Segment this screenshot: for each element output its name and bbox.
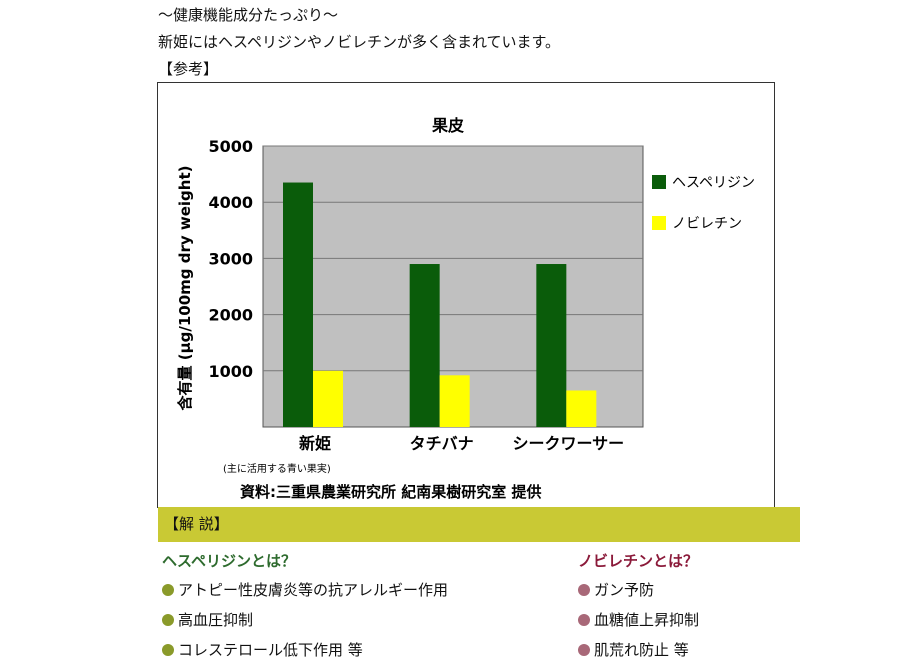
reference-label: 【参考】 bbox=[158, 60, 219, 78]
list-item-label: ガン予防 bbox=[594, 581, 655, 599]
bullet-icon bbox=[578, 583, 590, 596]
bar-hesperidin bbox=[409, 264, 440, 427]
y-axis-label: 含有量 (μg/100mg dry weight) bbox=[176, 166, 194, 411]
y-tick-label: 2000 bbox=[208, 306, 253, 325]
list-item-label: コレステロール低下作用 等 bbox=[178, 641, 363, 659]
bullet-icon bbox=[162, 643, 174, 656]
list-item: アトピー性皮膚炎等の抗アレルギー作用 bbox=[162, 579, 448, 600]
list-item: 高血圧抑制 bbox=[162, 609, 253, 630]
bar-chart: 果皮 1000 2000 3000 4000 5000 新姫 タチバナ シークワーサー ヘス… bbox=[176, 116, 755, 501]
y-tick-label: 3000 bbox=[208, 249, 253, 268]
list-item: 肌荒れ防止 等 bbox=[578, 639, 689, 660]
y-axis-ticks: 1000 2000 3000 4000 5000 bbox=[208, 137, 253, 381]
bars bbox=[283, 182, 597, 427]
nobiletin-heading: ノビレチンとは？ bbox=[578, 552, 699, 570]
legend-label: ノビレチン bbox=[672, 216, 742, 232]
list-item: 血糖値上昇抑制 bbox=[578, 609, 699, 630]
x-axis-labels: 新姫 タチバナ シークワーサー bbox=[299, 434, 624, 453]
list-item: コレステロール低下作用 等 bbox=[162, 639, 363, 660]
bar-nobiletin bbox=[313, 370, 343, 427]
y-tick-label: 5000 bbox=[208, 137, 253, 156]
bar-nobiletin bbox=[439, 375, 470, 427]
intro-text: 新姫にはヘスペリジンやノビレチンが多く含まれています。 bbox=[158, 33, 561, 51]
x-tick-label: 新姫 bbox=[299, 434, 331, 453]
list-item-label: 肌荒れ防止 等 bbox=[594, 641, 689, 659]
list-item: ガン予防 bbox=[578, 579, 654, 600]
bullet-icon bbox=[578, 643, 590, 656]
bullet-icon bbox=[162, 613, 174, 626]
y-tick-label: 4000 bbox=[208, 193, 253, 212]
intro-heading: 〜健康機能成分たっぷり〜 bbox=[158, 6, 339, 24]
chart-panel: 果皮 1000 2000 3000 4000 5000 新姫 タチバナ シークワーサー ヘス… bbox=[157, 82, 775, 508]
legend-swatch bbox=[652, 216, 666, 230]
list-item-label: アトピー性皮膚炎等の抗アレルギー作用 bbox=[178, 581, 449, 599]
x-tick-label: シークワーサー bbox=[512, 434, 624, 453]
x-tick-label: タチバナ bbox=[410, 434, 474, 453]
bar-hesperidin bbox=[536, 264, 567, 427]
source-note: 資料:三重県農業研究所 紀南果樹研究室 提供 bbox=[240, 483, 541, 501]
bar-hesperidin bbox=[283, 182, 313, 427]
legend-swatch bbox=[652, 175, 666, 189]
hesperidin-heading: ヘスペリジンとは？ bbox=[162, 552, 296, 570]
category-note: (主に活用する青い果実) bbox=[223, 462, 331, 475]
bullet-icon bbox=[578, 613, 590, 626]
legend-label: ヘスペリジン bbox=[672, 175, 755, 191]
bullet-icon bbox=[162, 583, 174, 596]
bar-nobiletin bbox=[566, 390, 597, 427]
commentary-band: 【解 説】 bbox=[158, 507, 800, 542]
list-item-label: 血糖値上昇抑制 bbox=[594, 611, 700, 629]
y-tick-label: 1000 bbox=[208, 362, 253, 381]
list-item-label: 高血圧抑制 bbox=[178, 611, 254, 629]
chart-title: 果皮 bbox=[431, 116, 464, 135]
